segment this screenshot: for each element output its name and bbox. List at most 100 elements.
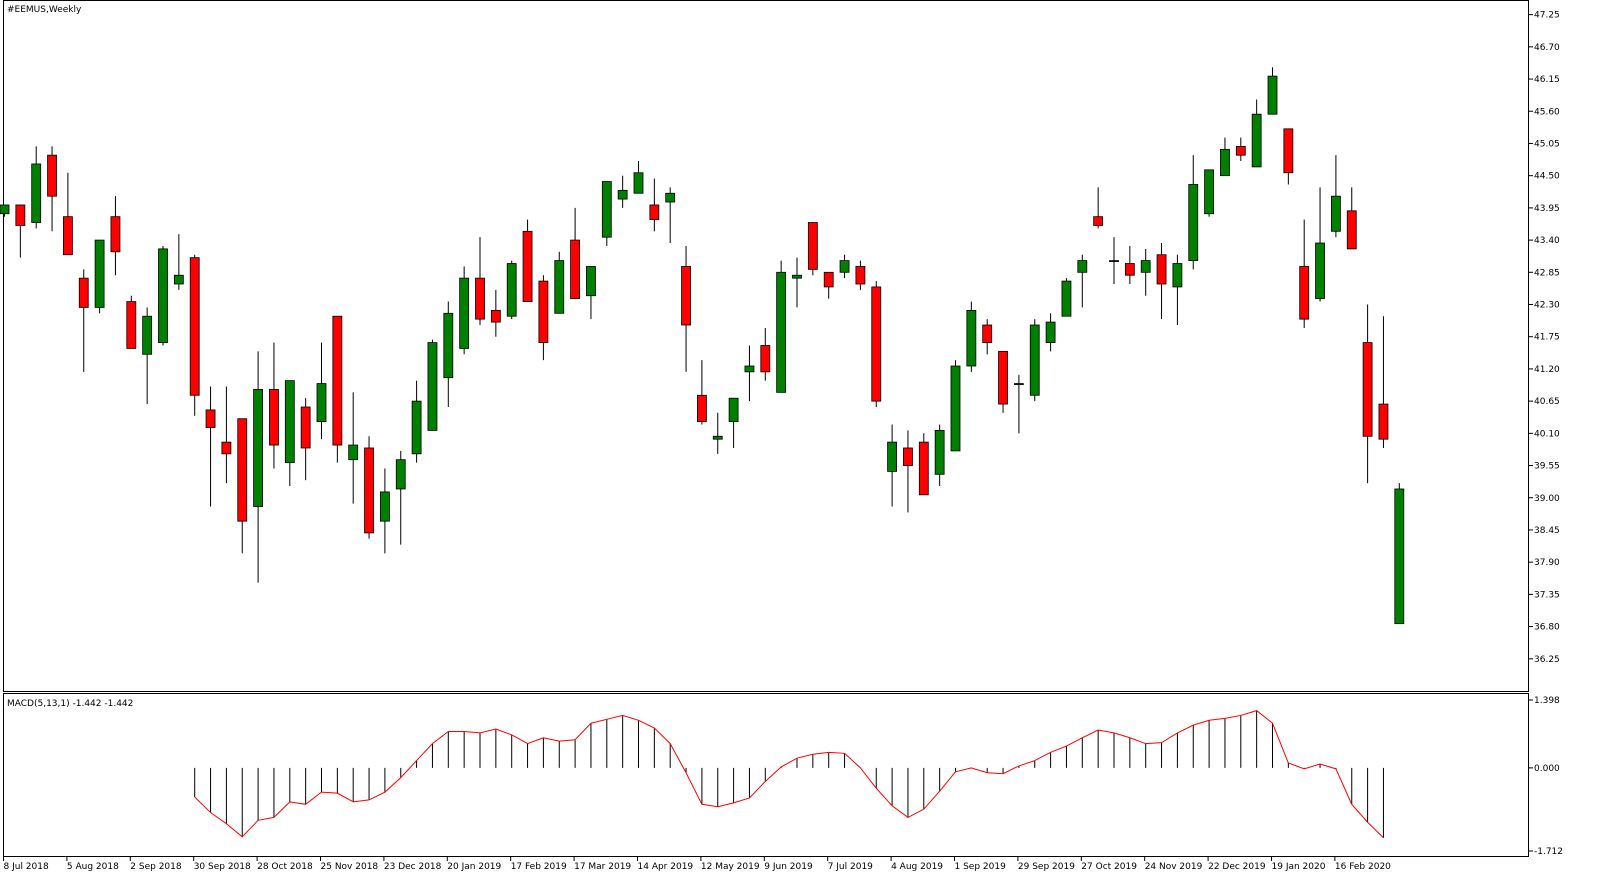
candle [126, 295, 137, 349]
candle [269, 342, 279, 469]
candle-body-bullish [665, 192, 676, 203]
candle-body-bullish [1045, 321, 1056, 343]
candle-body-bullish [411, 400, 422, 455]
candle [522, 219, 533, 302]
candle-body-bearish [490, 309, 501, 323]
candle-body-bullish [284, 380, 295, 464]
macd-tick-label: -1.712 [1534, 847, 1563, 857]
candle [15, 204, 26, 258]
candle [839, 254, 850, 279]
candle [681, 245, 691, 372]
candle [1235, 137, 1246, 162]
candle [1267, 67, 1278, 115]
candle-body-bullish [1140, 260, 1151, 273]
candle-body-bullish [887, 441, 897, 472]
candle-body-bullish [1172, 263, 1183, 288]
candle [110, 196, 121, 276]
candle [982, 319, 993, 355]
time-tick-label: 8 Jul 2018 [4, 862, 49, 872]
candle-body-bullish [1077, 260, 1088, 273]
candle [1315, 187, 1325, 302]
candle [158, 245, 168, 346]
candle-body-bullish [443, 312, 454, 379]
price-tick-label: 36.80 [1534, 623, 1560, 633]
candle [728, 397, 739, 448]
candle-body-bearish [982, 324, 993, 343]
candle [506, 260, 517, 320]
candle [1220, 137, 1230, 177]
candle [475, 237, 485, 326]
candle [1140, 248, 1151, 296]
candle-body-bearish [15, 204, 26, 226]
price-tick-label: 42.85 [1534, 268, 1560, 278]
price-tick-label: 43.40 [1534, 236, 1560, 246]
candle [1362, 304, 1373, 484]
candle-body-bearish [1362, 342, 1373, 437]
candle-body-bearish [903, 447, 913, 466]
candle [570, 207, 580, 300]
price-tick-label: 37.35 [1534, 590, 1560, 600]
candle [0, 204, 10, 217]
time-tick-label: 17 Mar 2019 [574, 862, 631, 872]
candle-body-bullish [142, 315, 153, 355]
time-tick-label: 19 Jan 2020 [1272, 862, 1326, 872]
candle [1299, 219, 1310, 328]
candle-body-bullish [253, 389, 264, 507]
candle-body-bullish [1188, 184, 1199, 261]
candle-body-bullish [1267, 75, 1278, 115]
price-tick-label: 39.55 [1534, 462, 1560, 472]
candle [601, 181, 612, 246]
candle-body-bullish [1061, 280, 1072, 317]
time-tick-label: 4 Aug 2019 [891, 862, 943, 872]
candle-body-bearish [522, 230, 533, 302]
time-tick-label: 1 Sep 2019 [955, 862, 1007, 872]
price-tick-label: 45.05 [1534, 139, 1560, 149]
candle-body-bullish [1109, 260, 1119, 262]
candle [379, 468, 390, 554]
candle [855, 260, 866, 290]
candle [697, 360, 707, 425]
candle [94, 239, 105, 314]
candle [205, 386, 216, 507]
time-tick-label: 25 Nov 2018 [321, 862, 379, 872]
candle-body-bullish [348, 444, 359, 461]
price-tick-label: 40.10 [1534, 429, 1560, 439]
candle [395, 450, 406, 545]
candle-body-bearish [1156, 254, 1167, 285]
macd-axis: 1.398 0.000 -1.712 [1529, 696, 1563, 857]
price-tick-label: 36.25 [1534, 655, 1560, 665]
candle-body-bearish [1124, 263, 1135, 276]
candle [1156, 243, 1167, 320]
time-tick-label: 5 Aug 2018 [67, 862, 119, 872]
candle-body-bullish [1204, 169, 1214, 215]
time-tick-label: 2 Sep 2018 [130, 862, 182, 872]
candle [617, 175, 628, 208]
candle [1188, 155, 1199, 270]
macd-tick-label: 0.000 [1534, 764, 1560, 774]
candle-body-bullish [1014, 383, 1024, 385]
candles-group [0, 67, 1405, 625]
price-tick-label: 38.45 [1534, 526, 1560, 536]
candle-body-bullish [586, 266, 596, 297]
candle [538, 275, 549, 361]
candle [364, 436, 374, 539]
candle-body-bullish [554, 260, 565, 314]
candle [776, 260, 787, 393]
candle [427, 339, 438, 431]
price-tick-label: 44.50 [1534, 172, 1560, 182]
candle [633, 161, 644, 194]
candle [554, 251, 565, 314]
candle [807, 222, 818, 276]
candle-body-bearish [189, 257, 200, 396]
candle [300, 398, 311, 481]
candle-body-bearish [269, 389, 279, 446]
price-tick-label: 45.60 [1534, 107, 1560, 117]
candle-body-bullish [934, 430, 945, 475]
macd-signal-line [194, 710, 1384, 839]
candle-body-bullish [1220, 148, 1230, 177]
macd-histogram-group [194, 710, 1384, 838]
candle-body-bullish [395, 459, 406, 490]
candle-body-bearish [918, 441, 929, 496]
candle-body-bullish [506, 263, 517, 317]
